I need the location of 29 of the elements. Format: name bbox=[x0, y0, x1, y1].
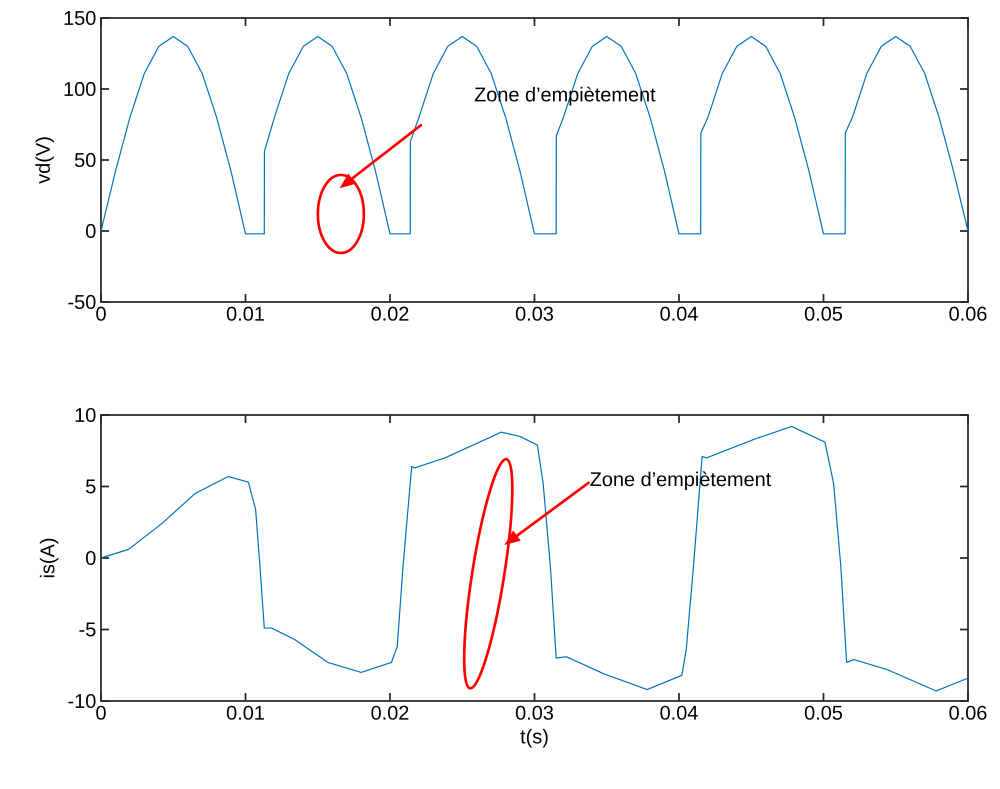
x-tick-label: 0.02 bbox=[371, 306, 408, 321]
y-tick-label: 0 bbox=[86, 224, 96, 238]
x-tick-label: 0 bbox=[96, 306, 106, 321]
x-tick-label: 0.05 bbox=[804, 306, 842, 321]
y-tick-label: -10 bbox=[68, 694, 96, 708]
x-tick-label: 0.04 bbox=[660, 306, 698, 321]
line-series bbox=[100, 426, 969, 692]
x-tick-label: 0.06 bbox=[949, 306, 987, 321]
y-tick-label: 150 bbox=[64, 10, 96, 26]
y-tick-label: -50 bbox=[68, 294, 96, 310]
x-tick-label: 0.02 bbox=[371, 706, 408, 720]
x-tick-label: 0.01 bbox=[226, 306, 264, 321]
y-tick-label: 10 bbox=[76, 408, 96, 422]
x-tick-label: 0.06 bbox=[949, 706, 987, 720]
y-tick-label: 5 bbox=[86, 480, 96, 494]
x-tick-label: 0.03 bbox=[516, 306, 554, 321]
y-tick-label: 0 bbox=[86, 550, 96, 566]
y-axis-title: vd(V) bbox=[35, 137, 54, 184]
x-tick-label: 0.03 bbox=[516, 706, 554, 720]
x-tick-label: 0.04 bbox=[660, 706, 698, 720]
x-tick-label: 0.05 bbox=[804, 706, 842, 720]
y-tick-label: 50 bbox=[74, 152, 96, 168]
line-series bbox=[100, 36, 969, 234]
x-tick-label: 0 bbox=[96, 706, 106, 720]
x-axis-title: t(s) bbox=[520, 728, 548, 748]
y-axis-title: is(A) bbox=[40, 538, 58, 578]
x-tick-label: 0.01 bbox=[226, 706, 264, 720]
y-tick-label: -5 bbox=[79, 622, 96, 636]
y-tick-label: 100 bbox=[64, 82, 96, 96]
